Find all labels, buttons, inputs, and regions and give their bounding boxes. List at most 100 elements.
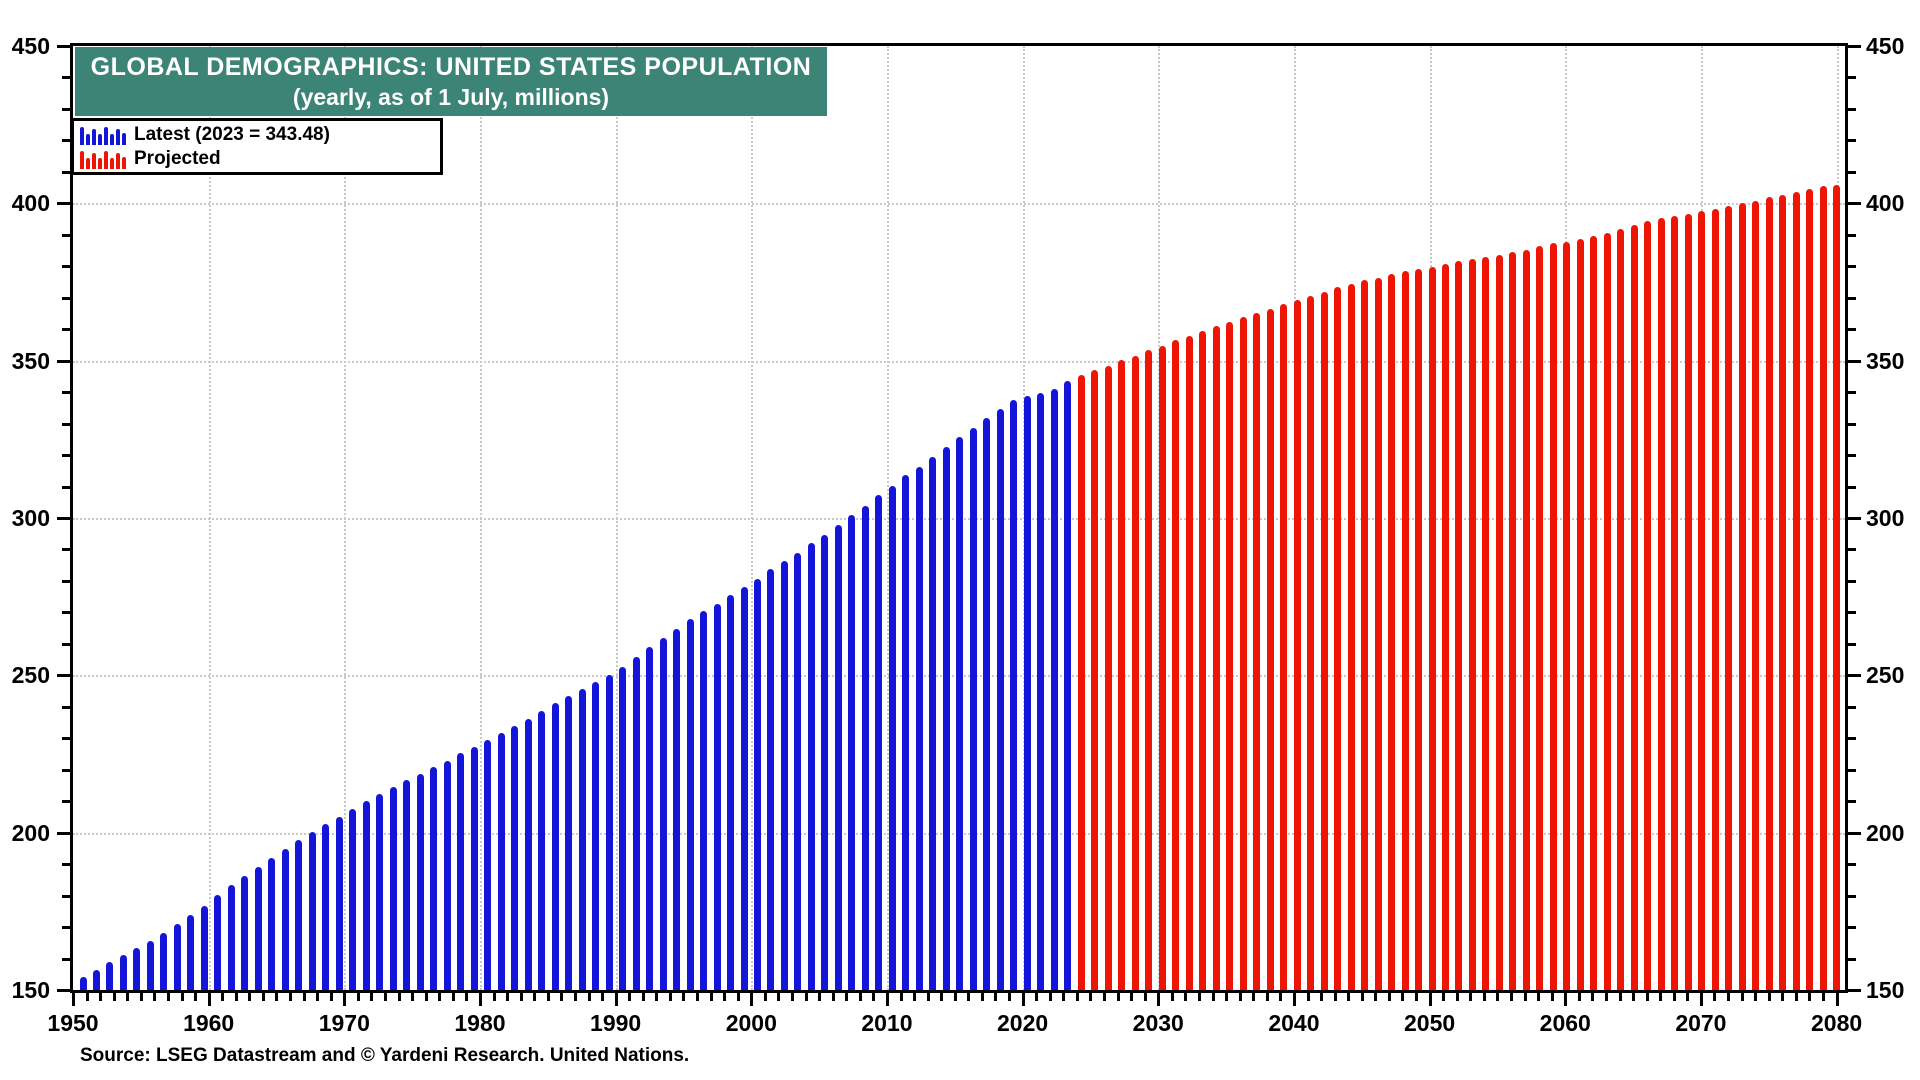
- bar-2077: [1792, 192, 1800, 990]
- x-tick-1954: [126, 993, 130, 1001]
- bar-1995: [686, 619, 694, 990]
- bar-2035: [1226, 321, 1234, 990]
- y-tick-left-430: [62, 107, 70, 111]
- bar-2015: [956, 437, 964, 990]
- y-axis-label-left-400: 400: [11, 190, 50, 217]
- bar-1964: [268, 857, 276, 990]
- bar-2029: [1145, 350, 1153, 990]
- bar-2068: [1671, 215, 1679, 990]
- x-tick-2008: [858, 993, 862, 1001]
- bar-2069: [1684, 214, 1692, 990]
- bar-1972: [376, 794, 384, 990]
- x-tick-2058: [1537, 993, 1541, 1001]
- bar-1957: [173, 924, 181, 990]
- y-tick-left-390: [62, 233, 70, 237]
- x-tick-1957: [166, 993, 170, 1001]
- x-tick-1959: [194, 993, 198, 1001]
- gridline-v-1980: [479, 46, 482, 990]
- gridline-v-2000: [751, 46, 754, 990]
- y-tick-left-310: [62, 485, 70, 489]
- latest-bars-icon: [80, 125, 126, 145]
- x-tick-2005: [818, 993, 822, 1001]
- x-axis-label-1960: 1960: [183, 1010, 235, 1036]
- bar-1959: [200, 906, 208, 990]
- bar-2043: [1334, 287, 1342, 990]
- legend-icon-bar: [98, 157, 102, 169]
- y-tick-right-390: [1848, 233, 1856, 237]
- y-tick-left-170: [62, 926, 70, 930]
- x-tick-1992: [641, 993, 645, 1001]
- x-tick-1978: [451, 993, 455, 1001]
- y-tick-right-310: [1848, 485, 1856, 489]
- x-tick-2040: [1292, 993, 1296, 1006]
- x-tick-1953: [112, 993, 116, 1001]
- bar-1991: [632, 657, 640, 990]
- x-tick-1990: [614, 993, 618, 1006]
- legend-label-latest: Latest (2023 = 343.48): [134, 123, 330, 145]
- x-tick-2071: [1713, 993, 1717, 1001]
- x-axis-label-1950: 1950: [47, 1010, 99, 1036]
- x-axis-label-2050: 2050: [1404, 1010, 1456, 1036]
- y-tick-right-330: [1848, 422, 1856, 426]
- bar-2022: [1050, 389, 1058, 990]
- x-tick-1993: [655, 993, 659, 1001]
- bar-1990: [619, 666, 627, 990]
- bar-2006: [834, 524, 842, 990]
- y-tick-left-180: [62, 894, 70, 898]
- x-tick-2060: [1564, 993, 1568, 1006]
- x-tick-1966: [289, 993, 293, 1001]
- y-tick-left-290: [62, 548, 70, 552]
- x-tick-2070: [1699, 993, 1703, 1006]
- bar-2007: [848, 515, 856, 990]
- x-tick-2041: [1306, 993, 1310, 1001]
- x-tick-1986: [560, 993, 564, 1001]
- bar-1983: [524, 718, 532, 990]
- bar-1992: [646, 647, 654, 990]
- legend-icon-bar: [122, 132, 126, 145]
- x-tick-2077: [1794, 993, 1798, 1001]
- source-note: Source: LSEG Datastream and © Yardeni Re…: [80, 1045, 690, 1066]
- bar-1971: [362, 800, 370, 990]
- y-tick-right-380: [1848, 265, 1856, 269]
- y-axis-label-right-200: 200: [1866, 819, 1905, 846]
- x-tick-2057: [1523, 993, 1527, 1001]
- x-axis-label-1970: 1970: [318, 1010, 370, 1036]
- y-tick-right-410: [1848, 170, 1856, 174]
- x-tick-2020: [1021, 993, 1025, 1006]
- y-tick-left-400: [57, 202, 70, 206]
- bar-2040: [1293, 299, 1301, 990]
- bar-2032: [1185, 335, 1193, 990]
- y-axis-label-left-300: 300: [11, 505, 50, 531]
- y-tick-left-210: [62, 800, 70, 804]
- y-tick-right-220: [1848, 768, 1856, 772]
- y-tick-right-440: [1848, 76, 1856, 80]
- x-tick-2073: [1740, 993, 1744, 1001]
- gridline-v-2020: [1022, 46, 1025, 990]
- bar-2016: [969, 428, 977, 990]
- y-tick-right-160: [1848, 957, 1856, 961]
- x-tick-1956: [153, 993, 157, 1001]
- bar-1956: [160, 933, 168, 990]
- x-tick-1958: [180, 993, 184, 1001]
- x-tick-2029: [1143, 993, 1147, 1001]
- y-tick-left-350: [57, 359, 70, 363]
- legend-icon-bar: [80, 126, 84, 145]
- x-tick-2019: [1008, 993, 1012, 1001]
- bar-2045: [1361, 280, 1369, 990]
- y-tick-left-280: [62, 579, 70, 583]
- x-axis-label-2030: 2030: [1132, 1010, 1184, 1036]
- legend-icon-bar: [104, 126, 108, 145]
- x-tick-2062: [1591, 993, 1595, 1001]
- y-axis-label-left-450: 450: [11, 33, 50, 59]
- bar-2010: [888, 486, 896, 990]
- y-tick-left-440: [62, 76, 70, 80]
- x-tick-2017: [980, 993, 984, 1001]
- y-tick-right-430: [1848, 107, 1856, 111]
- x-tick-2024: [1075, 993, 1079, 1001]
- bar-2000: [754, 579, 761, 990]
- x-tick-2011: [899, 993, 903, 1001]
- x-tick-1968: [316, 993, 320, 1001]
- y-tick-right-250: [1848, 674, 1861, 678]
- y-tick-left-200: [57, 831, 70, 835]
- bar-1951: [92, 969, 100, 990]
